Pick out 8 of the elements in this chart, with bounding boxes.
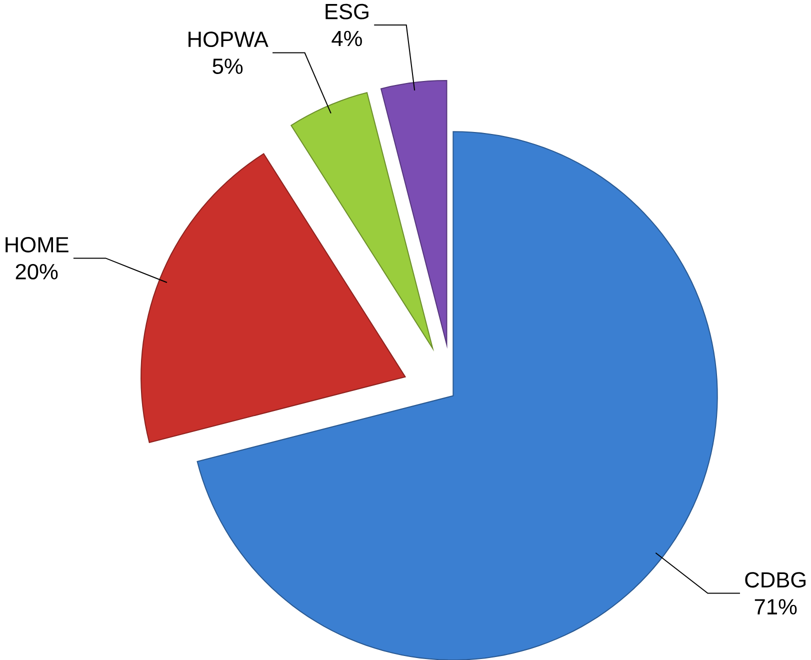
slice-label: HOPWA	[188, 31, 268, 47]
data-label: 71%	[754, 598, 797, 614]
data-label: 5%	[212, 58, 243, 74]
slice-label: CDBG	[745, 572, 806, 588]
data-label: 4%	[332, 30, 362, 46]
slice-label: HOME	[6, 236, 68, 252]
data-label: 20%	[16, 264, 58, 280]
slice-label: ESG	[326, 4, 368, 20]
